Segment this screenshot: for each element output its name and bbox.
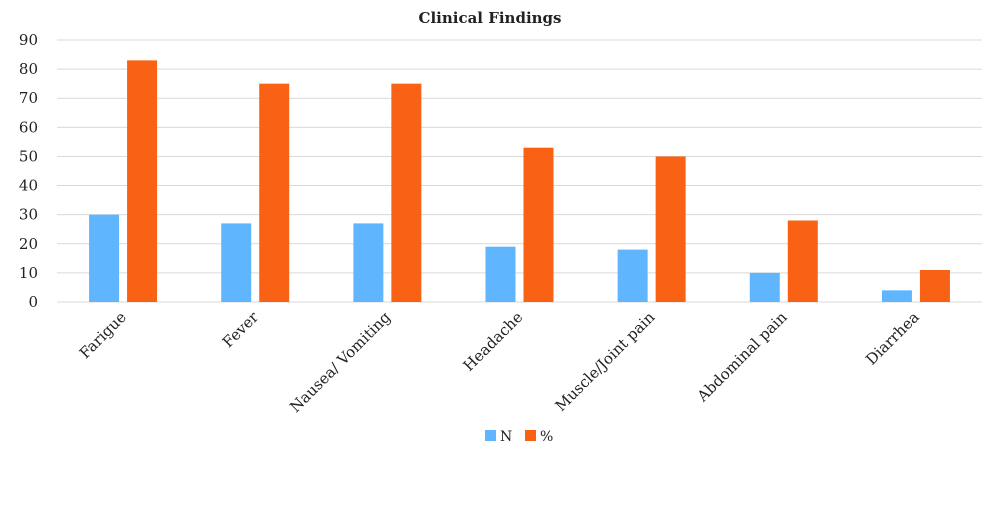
chart-title: Clinical Findings	[419, 9, 562, 27]
bar-n	[617, 249, 648, 302]
bar-pct	[787, 220, 818, 302]
bar-n	[749, 272, 780, 302]
bar-pct	[391, 83, 422, 303]
x-category-label: Fever	[219, 308, 263, 352]
y-axis-ticks: 0 10 20 30 40 50 60 70 80 90	[19, 31, 38, 311]
bar-n	[353, 223, 384, 302]
y-tick-label: 40	[19, 177, 38, 195]
y-tick-label: 90	[19, 31, 38, 49]
legend-swatch	[525, 430, 536, 441]
bar-pct	[523, 147, 554, 302]
x-category-label: Nausea/ Vomiting	[286, 308, 394, 416]
bar-n	[89, 214, 120, 302]
x-category-label: Abdominal pain	[693, 308, 791, 406]
y-tick-label: 0	[28, 293, 38, 311]
y-tick-label: 20	[19, 235, 38, 253]
y-tick-label: 70	[19, 89, 38, 107]
y-tick-label: 60	[19, 118, 38, 136]
bar-pct	[919, 269, 950, 302]
y-tick-label: 30	[19, 206, 38, 224]
bar-n	[881, 290, 912, 302]
bar-pct	[127, 60, 158, 302]
bars	[89, 60, 950, 303]
y-tick-label: 10	[19, 264, 38, 282]
bar-pct	[655, 156, 686, 302]
x-category-label: Muscle/Joint pain	[552, 308, 659, 415]
legend-swatch	[485, 430, 496, 441]
x-category-label: Headache	[460, 308, 527, 375]
legend: N%	[485, 429, 553, 445]
x-axis-categories: Farigue Fever Nausea/ Vomiting Headache Musc…	[76, 308, 923, 417]
legend-label: N	[500, 429, 512, 445]
y-tick-label: 80	[19, 60, 38, 78]
bar-n	[221, 223, 252, 302]
y-tick-label: 50	[19, 147, 38, 165]
bar-n	[485, 246, 516, 302]
x-category-label: Diarrhea	[862, 308, 923, 369]
gridlines	[57, 39, 982, 303]
x-category-label: Farigue	[76, 308, 130, 362]
legend-label: %	[540, 429, 553, 445]
bar-pct	[259, 83, 290, 303]
